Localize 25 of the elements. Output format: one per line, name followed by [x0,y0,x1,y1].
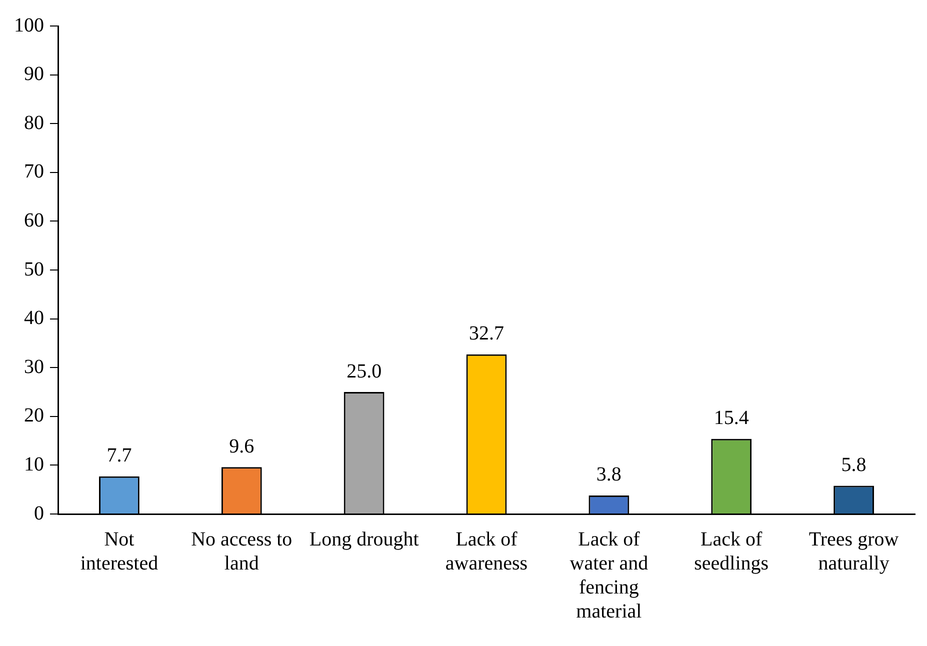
data-label: 9.6 [229,435,254,458]
y-tick-label: 40 [24,307,44,330]
y-tick-label: 30 [24,356,44,378]
data-label: 15.4 [714,407,749,430]
data-label: 7.7 [106,444,132,467]
data-label: 25.0 [346,360,382,382]
y-tick-label: 20 [24,404,44,427]
x-tick-label: Not interested [80,528,158,574]
x-tick-label: Lack of water and fencing material [570,528,648,622]
y-tick-label: 90 [24,63,44,86]
y-tick-label: 80 [24,112,44,134]
y-tick-label: 100 [14,14,44,36]
x-tick-label: Trees grow naturally [808,528,900,574]
x-tick-label: No access to land [191,528,292,574]
y-tick-label: 50 [24,258,44,280]
x-tick-label: Lack of awareness [445,528,528,574]
x-tick-label: Long drought [309,528,420,550]
y-tick-label: 60 [24,209,44,232]
x-tick-label: Lack of seedlings [694,528,769,574]
data-label: 3.8 [596,464,622,486]
data-label: 5.8 [841,454,866,476]
y-tick-label: 0 [34,502,44,524]
y-tick-label: 70 [24,160,44,183]
data-label: 32.7 [469,322,504,345]
y-tick-label: 10 [24,453,44,476]
